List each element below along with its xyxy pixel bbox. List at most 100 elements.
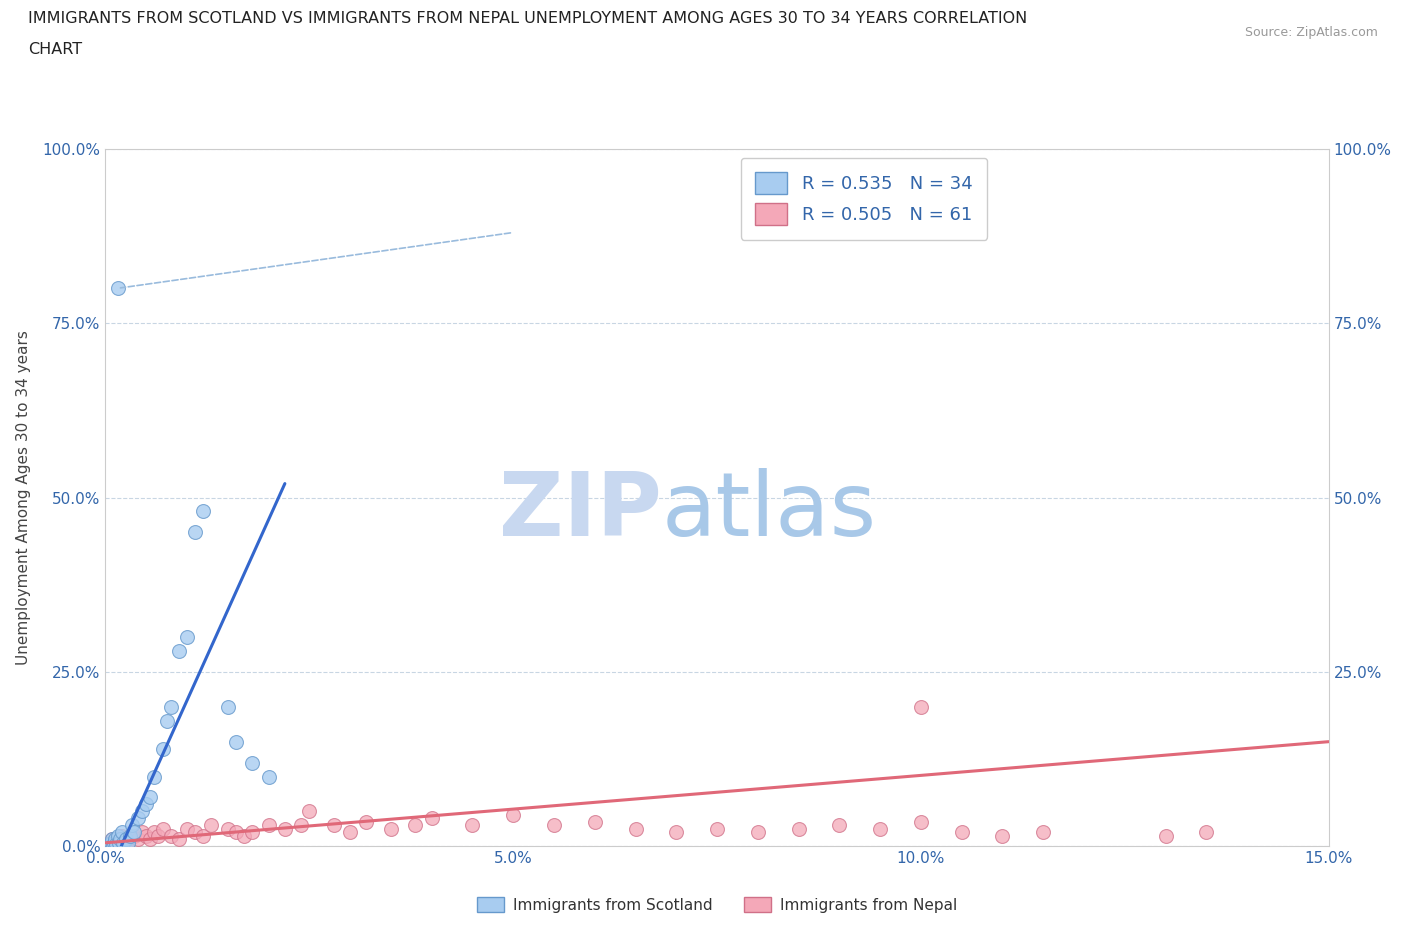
Point	[159, 829, 181, 844]
Point	[1032, 825, 1054, 840]
Point	[117, 835, 139, 850]
Point	[322, 818, 344, 833]
Point	[380, 821, 402, 836]
Point	[167, 644, 190, 658]
Point	[502, 807, 524, 822]
Point	[107, 829, 129, 844]
Point	[225, 825, 247, 840]
Point	[100, 835, 122, 850]
Point	[139, 832, 162, 847]
Point	[217, 699, 239, 714]
Point	[159, 699, 181, 714]
Point	[105, 837, 128, 852]
Point	[101, 832, 124, 847]
Point	[706, 821, 728, 836]
Point	[107, 832, 129, 847]
Point	[193, 504, 215, 519]
Point	[135, 829, 157, 844]
Point	[139, 790, 162, 805]
Point	[108, 832, 131, 847]
Point	[257, 769, 280, 784]
Point	[184, 825, 207, 840]
Point	[143, 825, 166, 840]
Point	[910, 815, 932, 830]
Point	[112, 835, 135, 850]
Point	[240, 825, 263, 840]
Point	[290, 818, 312, 833]
Point	[104, 832, 127, 847]
Point	[624, 821, 647, 836]
Point	[104, 833, 127, 848]
Point	[117, 833, 139, 848]
Point	[103, 835, 125, 850]
Point	[108, 833, 131, 848]
Text: ZIP: ZIP	[499, 468, 662, 555]
Point	[101, 832, 124, 847]
Point	[118, 829, 141, 844]
Point	[461, 818, 484, 833]
Point	[787, 821, 810, 836]
Point	[298, 804, 321, 819]
Point	[101, 838, 124, 853]
Point	[217, 821, 239, 836]
Point	[155, 713, 177, 728]
Point	[543, 818, 565, 833]
Point	[127, 832, 149, 847]
Point	[193, 829, 215, 844]
Point	[122, 825, 145, 840]
Point	[257, 818, 280, 833]
Point	[665, 825, 688, 840]
Point	[111, 829, 134, 844]
Point	[167, 832, 190, 847]
Point	[176, 821, 198, 836]
Point	[1195, 825, 1218, 840]
Point	[152, 821, 174, 836]
Point	[828, 818, 851, 833]
Point	[869, 821, 891, 836]
Point	[112, 835, 135, 850]
Point	[131, 804, 153, 819]
Point	[115, 832, 138, 847]
Point	[950, 825, 973, 840]
Text: atlas: atlas	[662, 468, 877, 555]
Text: Source: ZipAtlas.com: Source: ZipAtlas.com	[1244, 26, 1378, 39]
Point	[240, 755, 263, 770]
Point	[991, 829, 1014, 844]
Point	[143, 769, 166, 784]
Point	[127, 811, 149, 826]
Point	[111, 825, 134, 840]
Point	[108, 835, 131, 850]
Point	[910, 699, 932, 714]
Point	[225, 735, 247, 750]
Point	[152, 741, 174, 756]
Text: CHART: CHART	[28, 42, 82, 57]
Point	[135, 797, 157, 812]
Point	[98, 837, 121, 852]
Point	[747, 825, 769, 840]
Text: IMMIGRANTS FROM SCOTLAND VS IMMIGRANTS FROM NEPAL UNEMPLOYMENT AMONG AGES 30 TO : IMMIGRANTS FROM SCOTLAND VS IMMIGRANTS F…	[28, 11, 1028, 26]
Point	[184, 525, 207, 540]
Point	[148, 829, 170, 844]
Point	[404, 818, 426, 833]
Y-axis label: Unemployment Among Ages 30 to 34 years: Unemployment Among Ages 30 to 34 years	[17, 330, 31, 665]
Point	[108, 832, 131, 847]
Point	[233, 829, 256, 844]
Point	[339, 825, 361, 840]
Point	[103, 835, 125, 850]
Point	[1154, 829, 1177, 844]
Point	[420, 811, 443, 826]
Point	[274, 821, 297, 836]
Point	[122, 829, 145, 844]
Point	[98, 837, 121, 852]
Point	[583, 815, 606, 830]
Point	[356, 815, 378, 830]
Point	[107, 281, 129, 296]
Point	[118, 830, 141, 845]
Point	[121, 818, 143, 833]
Point	[105, 837, 128, 852]
Point	[176, 630, 198, 644]
Point	[131, 825, 153, 840]
Point	[115, 832, 138, 847]
Point	[200, 818, 222, 833]
Point	[107, 835, 129, 850]
